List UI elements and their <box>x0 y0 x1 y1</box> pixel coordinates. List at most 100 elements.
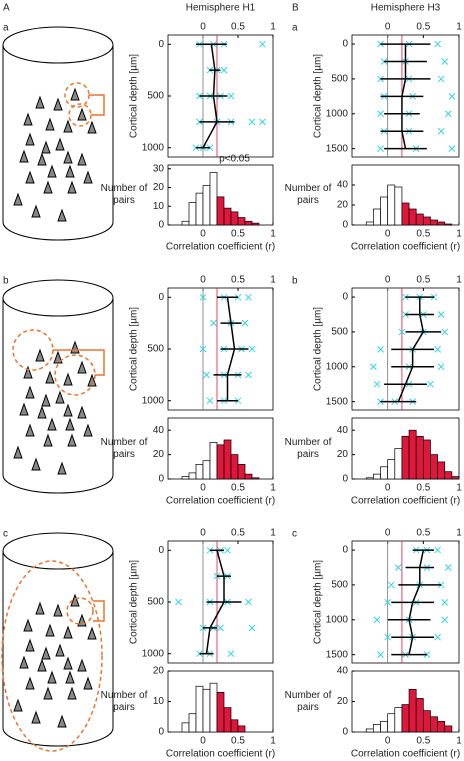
y-tick-label: 1000 <box>142 395 165 406</box>
cylinder-top <box>2 26 114 64</box>
x-axis-label: Correlation coefficient (r) <box>351 749 460 760</box>
neuron <box>53 97 63 111</box>
bar <box>195 192 204 226</box>
cylinder-diagrams <box>1 26 114 752</box>
neuron <box>19 149 29 163</box>
point <box>203 371 210 379</box>
bar <box>401 704 410 733</box>
y-tick-label: 30 <box>153 163 165 174</box>
y-axis-label: Number of pairs <box>100 183 148 206</box>
point <box>384 633 392 641</box>
x-tick-label: 1 <box>456 483 462 494</box>
bar <box>401 202 410 226</box>
neuron <box>83 423 93 437</box>
x-tick-label: 0 <box>385 22 391 33</box>
neuron <box>70 340 80 354</box>
y-tick-label: 0 <box>158 474 164 485</box>
neuron <box>53 350 63 364</box>
x-tick-label: 1 <box>270 275 276 286</box>
y-tick-label: 0 <box>342 474 348 485</box>
y-axis-label: Number of pairs <box>284 689 332 713</box>
y-tick-label: 20 <box>337 449 349 460</box>
y-tick-label: 500 <box>331 74 348 85</box>
point <box>248 118 256 126</box>
y-tick-label: 500 <box>331 580 348 591</box>
x-tick-label: 0.5 <box>231 229 245 240</box>
y-axis-label: Cortical depth [µm] <box>313 307 324 391</box>
y-tick-label: 1500 <box>326 396 349 407</box>
x-tick-label: 0 <box>200 528 206 539</box>
neuron <box>47 417 57 431</box>
bar <box>244 473 253 480</box>
y-tick-label: 0 <box>342 545 348 556</box>
y-axis-label: Cortical depth [µm] <box>129 54 140 138</box>
panel-letter: c <box>292 529 297 540</box>
point <box>248 624 256 632</box>
y-axis-label: Cortical depth [µm] <box>313 54 324 138</box>
bar <box>437 461 446 480</box>
x-tick-label: 0 <box>200 229 206 240</box>
neuron <box>41 140 51 154</box>
neuron <box>37 405 47 419</box>
x-tick-label: 1 <box>270 736 276 747</box>
bar <box>394 448 403 480</box>
neuron <box>57 714 67 728</box>
point <box>245 598 252 606</box>
x-tick-label: 1 <box>456 275 462 286</box>
y-tick-label: 10 <box>153 201 165 212</box>
point <box>444 564 452 571</box>
neuron <box>87 626 97 640</box>
y-tick-label: 20 <box>153 449 165 460</box>
bar <box>437 221 446 226</box>
point <box>427 380 434 388</box>
neuron <box>63 119 73 133</box>
bar <box>387 459 396 480</box>
neuron <box>13 192 23 206</box>
bar <box>216 196 225 226</box>
x-tick-label: 0.5 <box>416 275 430 286</box>
bar <box>422 216 431 226</box>
neuron <box>13 698 23 712</box>
x-tick-label: 0.5 <box>416 483 430 494</box>
point <box>437 311 445 318</box>
annotation: p<0.05 <box>219 154 250 165</box>
point <box>441 616 449 624</box>
cylinder-top <box>2 532 114 570</box>
x-tick-label: 0 <box>200 22 206 33</box>
neuron <box>45 117 55 131</box>
bar <box>237 464 246 480</box>
neuron <box>67 433 77 447</box>
bar <box>230 211 239 226</box>
point <box>448 145 456 152</box>
neuron <box>77 658 87 672</box>
x-tick-label: 0.5 <box>231 528 245 539</box>
y-tick-label: 500 <box>331 327 348 338</box>
point <box>370 363 377 371</box>
point <box>434 633 441 641</box>
bar <box>408 208 417 226</box>
bar <box>394 186 403 226</box>
bar <box>216 444 225 480</box>
point <box>224 546 231 554</box>
point <box>377 398 384 405</box>
point <box>448 92 456 100</box>
bar <box>387 713 396 733</box>
bar <box>430 716 438 733</box>
pair-bracket <box>89 94 105 116</box>
point <box>441 598 449 606</box>
mean-line <box>226 297 236 401</box>
neuron <box>19 402 29 416</box>
bar <box>195 685 204 733</box>
x-axis-label: Correlation coefficient (r) <box>166 496 275 507</box>
y-axis-label: Cortical depth [µm] <box>313 560 324 644</box>
neuron <box>87 120 97 134</box>
plot-frame <box>351 540 460 664</box>
neuron <box>53 603 63 617</box>
neuron <box>47 164 57 178</box>
bar <box>244 220 253 226</box>
point <box>398 328 406 336</box>
x-tick-label: 1 <box>270 528 276 539</box>
point <box>245 371 252 379</box>
bar <box>373 473 381 480</box>
